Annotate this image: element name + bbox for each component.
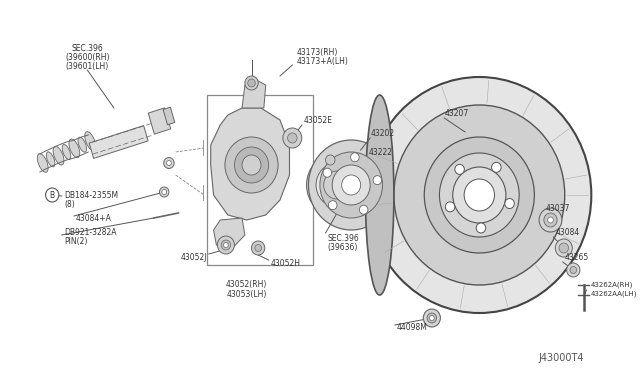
Circle shape — [394, 105, 564, 285]
Text: J43000T4: J43000T4 — [538, 353, 584, 363]
Circle shape — [476, 223, 486, 233]
Text: DB184-2355M: DB184-2355M — [65, 190, 118, 199]
Circle shape — [307, 153, 367, 217]
Polygon shape — [163, 107, 175, 125]
Circle shape — [283, 128, 302, 148]
Text: PIN(2): PIN(2) — [65, 237, 88, 246]
Text: 43052(RH): 43052(RH) — [226, 280, 268, 289]
Polygon shape — [89, 126, 148, 158]
Circle shape — [556, 239, 572, 257]
Ellipse shape — [78, 137, 86, 152]
Circle shape — [225, 137, 278, 193]
Text: 43037: 43037 — [546, 203, 570, 212]
Circle shape — [548, 217, 554, 223]
Circle shape — [45, 188, 59, 202]
Text: 43052H: 43052H — [271, 259, 301, 267]
Circle shape — [326, 155, 335, 165]
Circle shape — [342, 175, 361, 195]
Circle shape — [166, 160, 172, 166]
Circle shape — [316, 163, 358, 207]
Ellipse shape — [365, 95, 394, 295]
Circle shape — [287, 133, 297, 143]
Text: 43084: 43084 — [556, 228, 579, 237]
Circle shape — [360, 205, 368, 214]
Circle shape — [320, 152, 383, 218]
Circle shape — [164, 157, 174, 169]
Circle shape — [162, 189, 166, 195]
Ellipse shape — [84, 132, 95, 150]
Circle shape — [559, 243, 568, 253]
Circle shape — [255, 244, 262, 251]
Circle shape — [427, 313, 436, 323]
Text: 43053(LH): 43053(LH) — [227, 289, 267, 298]
Circle shape — [328, 201, 337, 210]
Circle shape — [445, 202, 455, 212]
Circle shape — [245, 76, 258, 90]
Circle shape — [423, 309, 440, 327]
Polygon shape — [211, 108, 289, 220]
Circle shape — [373, 176, 381, 185]
Text: 43173+A(LH): 43173+A(LH) — [296, 57, 348, 65]
Text: 43202: 43202 — [370, 128, 394, 138]
Text: DB921-3282A: DB921-3282A — [65, 228, 117, 237]
Ellipse shape — [53, 146, 64, 165]
Circle shape — [324, 171, 350, 199]
Circle shape — [492, 162, 501, 172]
Polygon shape — [242, 80, 266, 108]
Text: (39601(LH): (39601(LH) — [66, 61, 109, 71]
Text: 43084+A: 43084+A — [76, 214, 112, 222]
Text: SEC.396: SEC.396 — [328, 234, 359, 243]
Circle shape — [221, 240, 230, 250]
Circle shape — [455, 164, 465, 174]
Circle shape — [539, 208, 562, 232]
Circle shape — [159, 187, 169, 197]
Circle shape — [252, 241, 265, 255]
Circle shape — [440, 153, 519, 237]
Polygon shape — [214, 218, 245, 248]
Text: (39600(RH): (39600(RH) — [65, 52, 109, 61]
Circle shape — [218, 236, 234, 254]
Circle shape — [464, 179, 495, 211]
Ellipse shape — [37, 154, 48, 172]
Circle shape — [332, 165, 370, 205]
Ellipse shape — [62, 144, 70, 160]
Ellipse shape — [46, 152, 55, 167]
Text: SEC.396: SEC.396 — [72, 44, 103, 52]
Text: 43222: 43222 — [368, 148, 392, 157]
Circle shape — [505, 199, 515, 209]
Text: 43052J: 43052J — [180, 253, 207, 263]
Circle shape — [234, 147, 269, 183]
Text: 44098M: 44098M — [397, 324, 428, 333]
Text: 43262AA(LH): 43262AA(LH) — [590, 291, 637, 297]
Circle shape — [351, 153, 359, 162]
Text: 43052E: 43052E — [304, 115, 333, 125]
Text: 43207: 43207 — [444, 109, 468, 118]
Circle shape — [424, 137, 534, 253]
Bar — [207, 95, 313, 265]
Text: 43262A(RH): 43262A(RH) — [590, 282, 633, 288]
Circle shape — [323, 168, 332, 177]
Circle shape — [242, 155, 261, 175]
Circle shape — [566, 263, 580, 277]
Text: (8): (8) — [65, 199, 76, 208]
Circle shape — [544, 213, 557, 227]
Text: 43265: 43265 — [564, 253, 589, 262]
Circle shape — [223, 243, 228, 247]
Circle shape — [452, 167, 506, 223]
Text: 43173(RH): 43173(RH) — [296, 48, 337, 57]
Text: B: B — [50, 190, 55, 199]
Circle shape — [308, 140, 394, 230]
Circle shape — [248, 79, 255, 87]
Circle shape — [367, 77, 591, 313]
Circle shape — [570, 266, 577, 273]
Text: (39636): (39636) — [328, 243, 358, 251]
Ellipse shape — [69, 139, 80, 158]
Polygon shape — [148, 108, 171, 134]
Circle shape — [429, 315, 434, 321]
